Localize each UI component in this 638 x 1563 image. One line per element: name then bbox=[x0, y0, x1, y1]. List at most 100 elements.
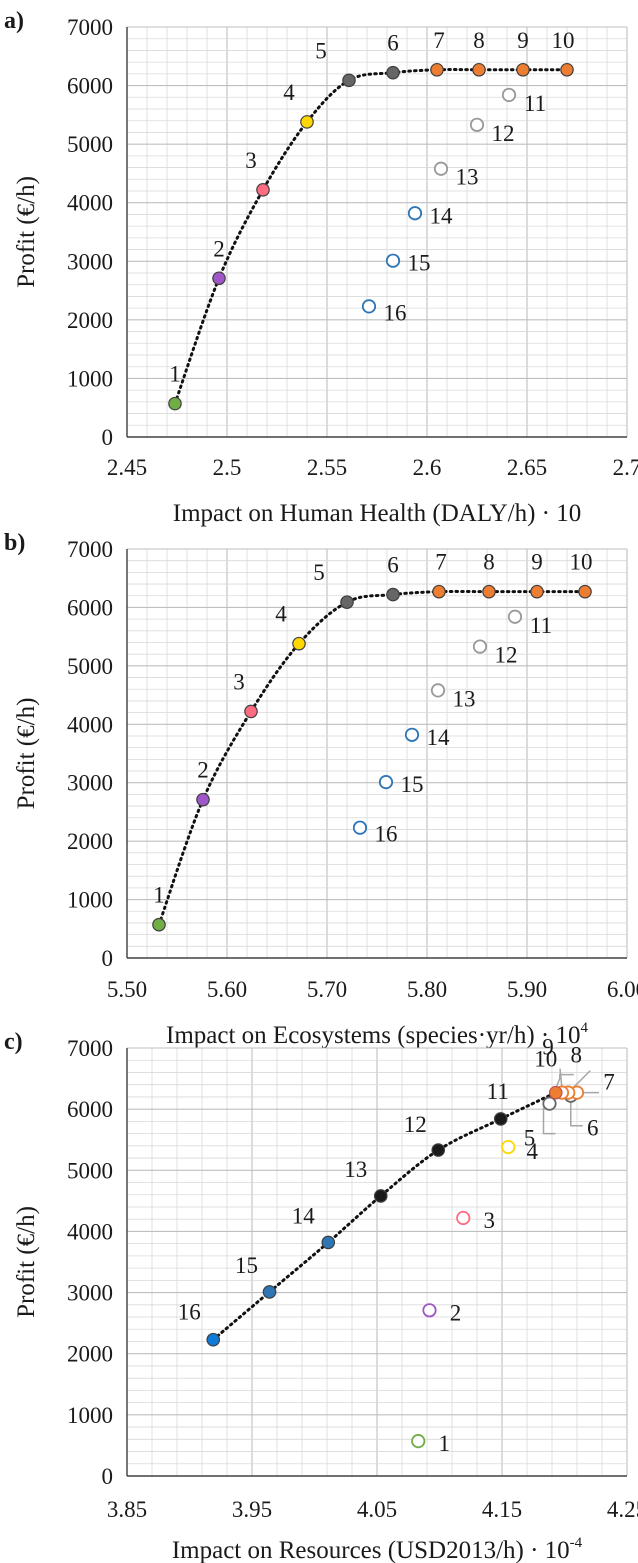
y-tick-label: 6000 bbox=[67, 595, 113, 620]
y-axis-label: Profit (€/h) bbox=[13, 176, 40, 288]
point-label-11: 11 bbox=[524, 91, 546, 116]
x-axis-label-exponent: -4 bbox=[570, 1535, 583, 1551]
point-label-10: 10 bbox=[534, 1047, 557, 1072]
data-point-3 bbox=[456, 1210, 471, 1226]
data-point-4 bbox=[300, 115, 314, 129]
point-label-13: 13 bbox=[456, 165, 479, 190]
point-label-11: 11 bbox=[487, 1079, 509, 1104]
x-tick-label: 4.25 bbox=[607, 1497, 638, 1522]
data-point-15 bbox=[262, 1285, 277, 1299]
y-tick-label: 5000 bbox=[67, 132, 113, 157]
point-label-9: 9 bbox=[542, 1035, 554, 1060]
data-point-1 bbox=[411, 1434, 426, 1449]
data-point-7 bbox=[432, 584, 446, 599]
point-label-16: 16 bbox=[384, 300, 407, 325]
point-label-7: 7 bbox=[435, 550, 447, 575]
y-tick-label: 0 bbox=[102, 1464, 114, 1489]
point-label-5: 5 bbox=[524, 1126, 536, 1151]
trend-line bbox=[157, 589, 587, 927]
data-point-11 bbox=[493, 1112, 508, 1126]
trend-line bbox=[211, 1091, 558, 1342]
y-tick-label: 5000 bbox=[67, 1158, 113, 1183]
x-axis-label: Impact on Human Health (DALY/h) · 10 bbox=[173, 500, 582, 527]
point-label-6: 6 bbox=[387, 553, 399, 578]
data-point-13 bbox=[373, 1189, 388, 1203]
point-label-1: 1 bbox=[169, 362, 181, 387]
y-tick-label: 0 bbox=[102, 946, 114, 971]
point-label-3: 3 bbox=[245, 148, 257, 173]
data-point-8 bbox=[482, 584, 496, 599]
data-point-12 bbox=[431, 1143, 446, 1157]
data-point-16 bbox=[361, 299, 377, 314]
data-point-1 bbox=[152, 917, 166, 932]
data-point-2 bbox=[212, 271, 226, 286]
y-tick-label: 4000 bbox=[67, 1219, 113, 1244]
x-tick-label: 2.65 bbox=[507, 455, 547, 480]
point-label-3: 3 bbox=[233, 669, 245, 694]
y-tick-label: 4000 bbox=[67, 191, 113, 216]
x-tick-label: 5.70 bbox=[307, 977, 347, 1002]
leader-line bbox=[570, 1101, 583, 1127]
x-tick-label: 5.60 bbox=[207, 977, 247, 1002]
x-tick-label: 4.15 bbox=[482, 1497, 522, 1522]
leader-line bbox=[555, 1073, 574, 1089]
chart-panel-3: 0 1000 2000 3000 4000 5000 6000 7000 3.85 3.95 4.0… bbox=[4, 1029, 638, 1563]
point-label-6: 6 bbox=[387, 31, 399, 56]
y-tick-label: 7000 bbox=[67, 15, 113, 40]
data-point-12 bbox=[472, 639, 488, 654]
point-label-16: 16 bbox=[178, 1300, 201, 1325]
point-label-2: 2 bbox=[450, 1300, 462, 1325]
point-label-8: 8 bbox=[473, 28, 485, 53]
data-point-14 bbox=[407, 206, 423, 221]
y-tick-label: 3000 bbox=[67, 1281, 113, 1306]
data-point-10 bbox=[578, 584, 592, 599]
x-axis-label: Impact on Ecosystems (species·yr/h) · 10… bbox=[166, 1020, 588, 1049]
data-point-14 bbox=[321, 1235, 336, 1250]
data-point-11 bbox=[507, 609, 523, 624]
point-label-11: 11 bbox=[530, 613, 552, 638]
data-point-10 bbox=[560, 62, 574, 77]
leader-line bbox=[559, 1068, 563, 1089]
point-label-8: 8 bbox=[571, 1043, 583, 1068]
x-tick-label: 5.90 bbox=[507, 977, 547, 1002]
point-label-13: 13 bbox=[453, 686, 476, 711]
x-tick-label: 2.5 bbox=[213, 455, 242, 480]
y-tick-label: 3000 bbox=[67, 249, 113, 274]
point-label-3: 3 bbox=[484, 1208, 496, 1233]
point-label-16: 16 bbox=[375, 822, 398, 847]
y-axis-label: Profit (€/h) bbox=[13, 698, 40, 810]
data-point-9 bbox=[530, 584, 544, 599]
y-tick-label: 0 bbox=[102, 425, 114, 450]
data-point-14 bbox=[404, 727, 420, 742]
leader-line bbox=[542, 1107, 556, 1135]
y-tick-label: 4000 bbox=[67, 712, 113, 737]
data-point-9 bbox=[516, 62, 530, 77]
grid bbox=[126, 26, 628, 438]
point-label-2: 2 bbox=[213, 236, 225, 261]
y-tick-label: 1000 bbox=[67, 366, 113, 391]
data-point-5 bbox=[542, 1096, 557, 1111]
y-tick-label: 2000 bbox=[67, 308, 113, 333]
point-label-10: 10 bbox=[552, 28, 575, 53]
point-label-2: 2 bbox=[197, 758, 209, 783]
x-tick-label: 2.45 bbox=[107, 455, 147, 480]
point-label-10: 10 bbox=[570, 550, 593, 575]
data-point-15 bbox=[385, 253, 401, 268]
y-tick-label: 2000 bbox=[67, 829, 113, 854]
point-label-6: 6 bbox=[587, 1116, 599, 1141]
y-axis-label: Profit (€/h) bbox=[13, 1206, 40, 1318]
point-label-14: 14 bbox=[427, 725, 451, 750]
point-label-4: 4 bbox=[275, 602, 287, 627]
point-label-15: 15 bbox=[401, 772, 424, 797]
point-label-12: 12 bbox=[492, 121, 515, 146]
point-label-1: 1 bbox=[439, 1431, 451, 1456]
data-point-13 bbox=[433, 161, 449, 176]
data-point-6 bbox=[386, 65, 400, 80]
x-tick-label: 3.95 bbox=[232, 1497, 272, 1522]
chart-panel-2: 0 1000 2000 3000 4000 5000 6000 7000 5.50 5.60 5.7… bbox=[4, 530, 638, 1049]
x-tick-label: 5.80 bbox=[407, 977, 447, 1002]
data-point-4 bbox=[501, 1139, 516, 1155]
grid bbox=[126, 548, 628, 959]
point-label-14: 14 bbox=[292, 1203, 316, 1228]
